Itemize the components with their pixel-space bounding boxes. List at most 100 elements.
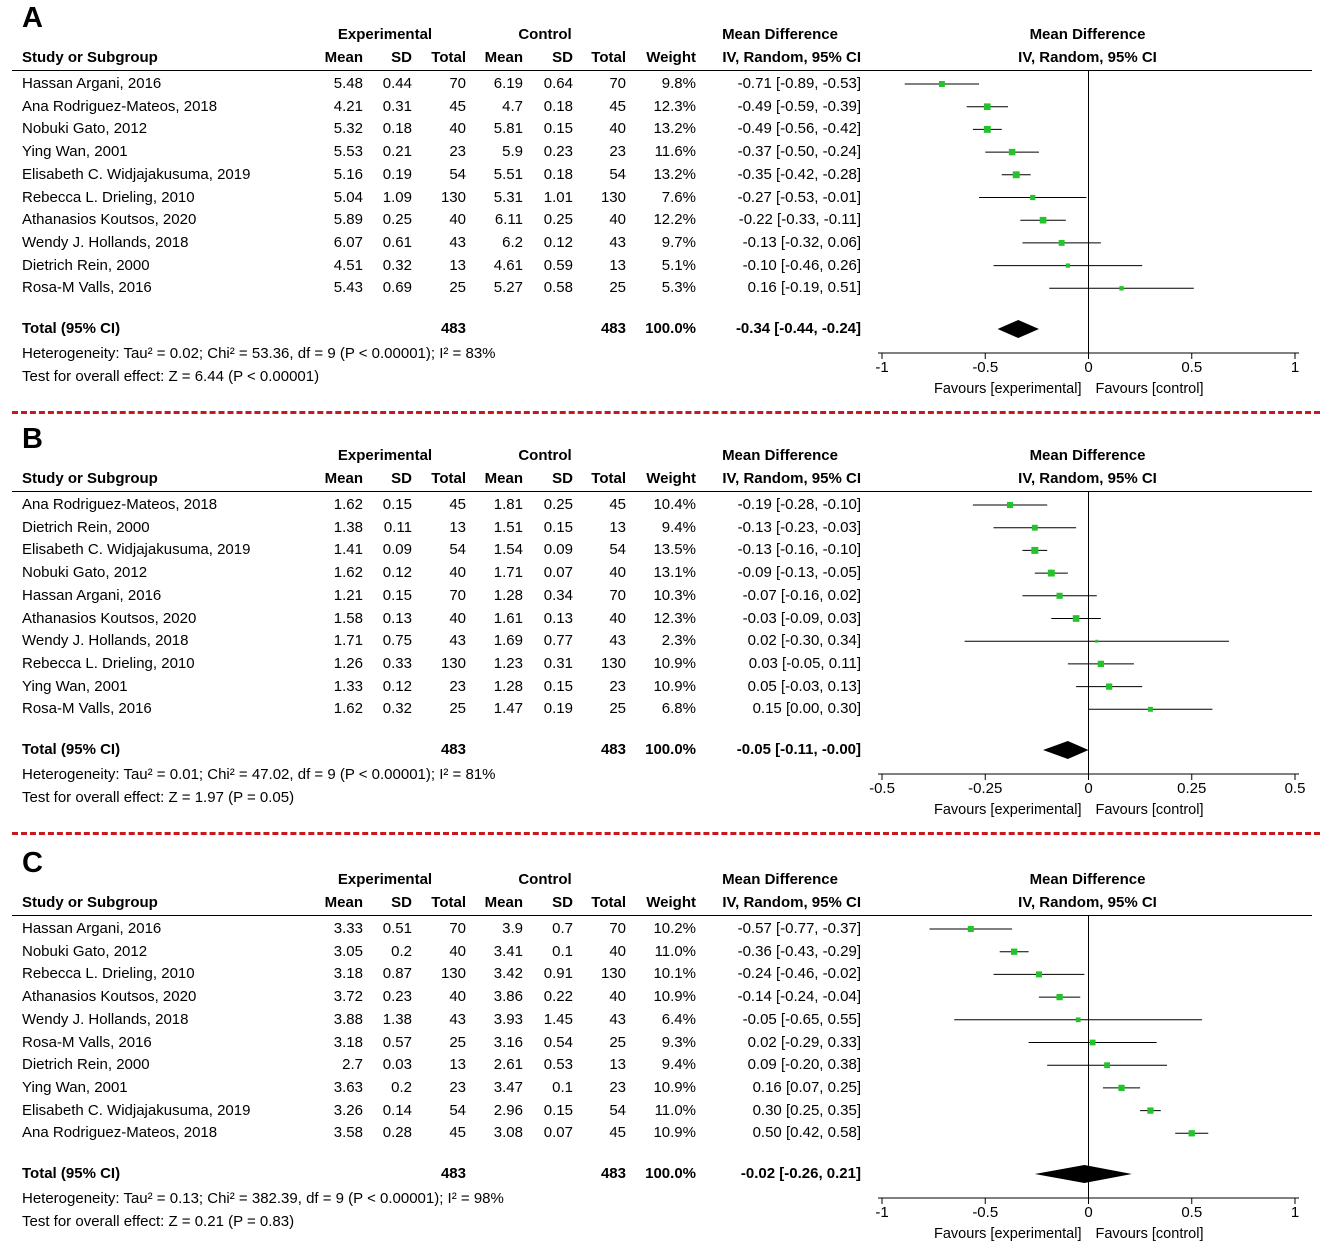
cell-ci: -0.36 [-0.43, -0.29] [737, 942, 861, 960]
cell-weight: 10.3% [653, 586, 696, 604]
study-marker [1056, 592, 1063, 599]
study-name: Elisabeth C. Widjajakusuma, 2019 [22, 165, 251, 183]
cell-c-sd: 0.22 [543, 988, 573, 1006]
header-e-mean: Mean [324, 49, 363, 66]
total-weight: 100.0% [645, 741, 696, 758]
header-forest-method: IV, Random, 95% CI [1018, 470, 1157, 487]
header-weight: Weight [646, 49, 696, 66]
cell-c-total: 40 [609, 609, 626, 627]
cell-e-total: 25 [449, 700, 466, 718]
cell-c-total: 40 [609, 564, 626, 582]
cell-weight: 11.6% [654, 143, 696, 161]
study-marker [1058, 239, 1065, 246]
cell-e-sd: 0.03 [382, 1056, 412, 1074]
cell-c-mean: 4.61 [493, 256, 523, 274]
study-marker [983, 103, 991, 111]
header-rule [12, 491, 1312, 492]
cell-e-sd: 0.09 [382, 541, 412, 559]
cell-c-sd: 0.07 [543, 564, 573, 582]
cell-c-sd: 0.1 [552, 1078, 573, 1096]
cell-c-mean: 1.23 [493, 654, 523, 672]
study-marker [983, 125, 991, 133]
cell-c-total: 25 [609, 700, 626, 718]
cell-e-mean: 1.38 [333, 518, 363, 536]
cell-c-total: 23 [609, 677, 626, 695]
study-name: Ana Rodriguez-Mateos, 2018 [22, 496, 218, 513]
panel-label: A [22, 2, 43, 34]
cell-weight: 10.9% [653, 1124, 696, 1142]
cell-e-total: 40 [449, 942, 466, 960]
study-name: Ana Rodriguez-Mateos, 2018 [22, 97, 218, 115]
cell-e-sd: 0.51 [382, 920, 412, 937]
cell-e-sd: 0.57 [382, 1033, 412, 1051]
cell-e-mean: 3.05 [333, 942, 363, 960]
cell-e-total: 70 [449, 586, 466, 604]
cell-e-sd: 0.32 [382, 256, 412, 274]
cell-c-sd: 0.58 [543, 279, 573, 297]
cell-e-total: 54 [449, 1101, 466, 1119]
cell-c-total: 40 [609, 988, 626, 1006]
header-e-total: Total [431, 894, 466, 911]
study-name: Ying Wan, 2001 [22, 677, 128, 695]
cell-c-sd: 0.13 [543, 609, 573, 627]
study-name: Rebecca L. Drieling, 2010 [22, 965, 195, 983]
study-name: Dietrich Rein, 2000 [22, 518, 150, 536]
cell-weight: 13.2% [653, 165, 696, 183]
x-tick-label: 0.5 [1181, 359, 1202, 376]
cell-c-sd: 0.59 [543, 256, 573, 274]
cell-e-sd: 0.13 [382, 609, 412, 627]
cell-c-total: 54 [609, 165, 626, 183]
total-e-total: 483 [440, 1165, 466, 1182]
cell-e-mean: 1.33 [333, 677, 363, 695]
cell-c-mean: 1.61 [493, 609, 523, 627]
cell-weight: 9.7% [661, 233, 696, 251]
study-name: Ana Rodriguez-Mateos, 2018 [22, 1124, 218, 1142]
cell-e-total: 45 [449, 97, 466, 115]
cell-c-mean: 1.28 [493, 586, 523, 604]
cell-ci: 0.16 [-0.19, 0.51] [747, 279, 861, 297]
total-ci: -0.02 [-0.26, 0.21] [740, 1165, 861, 1182]
cell-c-total: 54 [609, 541, 626, 559]
cell-c-sd: 0.25 [543, 496, 573, 513]
cell-e-mean: 3.18 [333, 1033, 363, 1051]
header-e-sd: SD [391, 894, 412, 911]
study-name: Rosa-M Valls, 2016 [22, 279, 152, 297]
study-name: Rosa-M Valls, 2016 [22, 1033, 152, 1051]
cell-e-mean: 4.21 [333, 97, 363, 115]
cell-ci: -0.14 [-0.24, -0.04] [737, 988, 861, 1006]
cell-ci: -0.35 [-0.42, -0.28] [737, 165, 861, 183]
cell-c-mean: 1.81 [493, 496, 523, 513]
panel-a: A Experimental Control Mean Difference Mean … [0, 0, 1331, 414]
cell-weight: 5.3% [661, 279, 696, 297]
cell-weight: 7.6% [661, 188, 696, 206]
cell-weight: 13.1% [653, 564, 696, 582]
cell-e-total: 43 [449, 632, 466, 650]
cell-e-sd: 0.14 [382, 1101, 412, 1119]
study-name: Nobuki Gato, 2012 [22, 942, 148, 960]
forest-plot: -0.5 -0.25 0 0.25 0.5 Favours [experimental] F… [869, 491, 1305, 818]
study-marker [1147, 706, 1153, 712]
cell-weight: 6.8% [661, 700, 696, 718]
cell-c-mean: 1.69 [493, 632, 523, 650]
cell-e-total: 40 [449, 609, 466, 627]
header-experimental: Experimental [337, 447, 433, 464]
cell-c-total: 70 [609, 75, 626, 92]
x-tick-label: 1 [1291, 359, 1299, 376]
cell-ci: -0.71 [-0.89, -0.53] [737, 75, 861, 92]
cell-ci: -0.49 [-0.56, -0.42] [737, 120, 861, 138]
cell-ci: 0.02 [-0.30, 0.34] [747, 632, 861, 650]
total-diamond [997, 320, 1039, 338]
cell-e-total: 43 [449, 1010, 466, 1028]
study-marker [1089, 1039, 1096, 1046]
header-forest-method: IV, Random, 95% CI [1018, 49, 1157, 66]
study-marker [1011, 948, 1018, 955]
cell-e-total: 40 [449, 564, 466, 582]
cell-weight: 13.5% [653, 541, 696, 559]
header-c-total: Total [591, 894, 626, 911]
cell-c-total: 130 [600, 188, 626, 206]
heterogeneity-text: Heterogeneity: Tau² = 0.13; Chi² = 382.3… [22, 1190, 504, 1207]
study-marker [1147, 1107, 1154, 1114]
cell-c-mean: 5.51 [493, 165, 523, 183]
total-c-total: 483 [600, 1165, 626, 1182]
cell-ci: -0.13 [-0.32, 0.06] [742, 233, 861, 251]
